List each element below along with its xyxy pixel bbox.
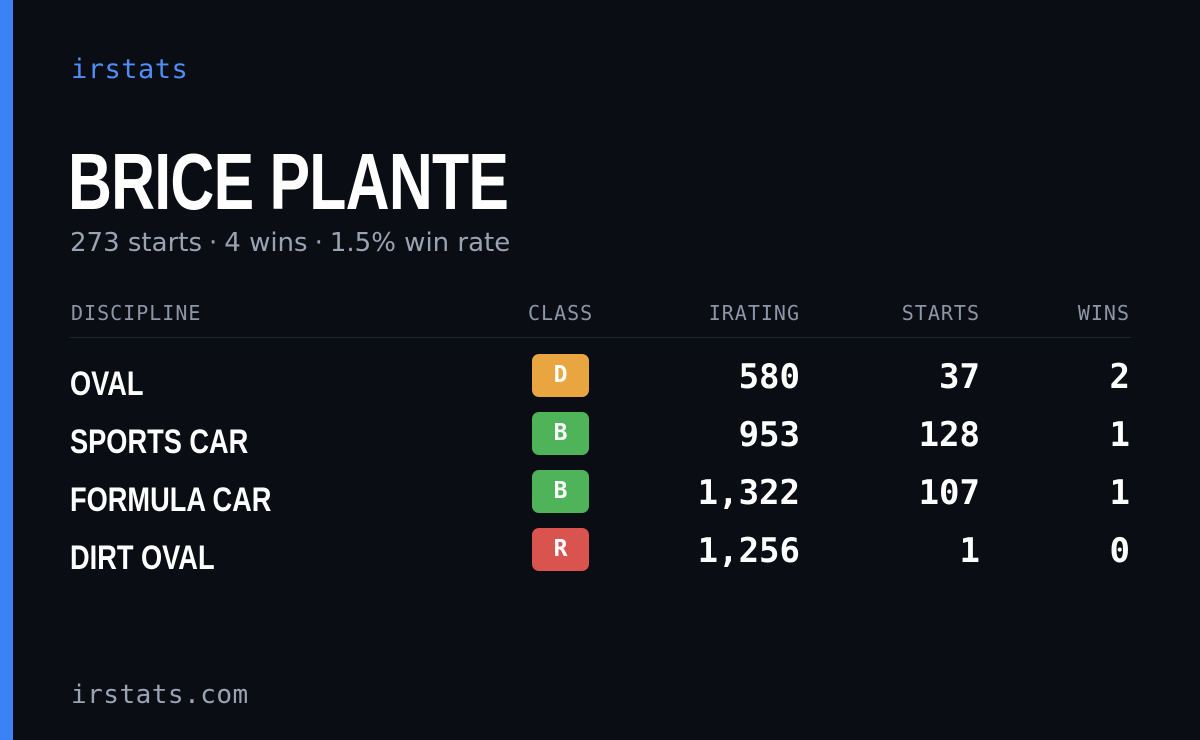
header-wins: WINS [1077, 301, 1130, 325]
table-row: SPORTS CAR B 953 128 1 [0, 412, 1200, 470]
irating-value: 1,322 [697, 473, 800, 513]
class-badge: B [532, 470, 589, 513]
irating-value: 1,256 [697, 531, 800, 571]
separator: · [209, 228, 218, 258]
discipline-label: OVAL [70, 365, 144, 403]
irating-value: 953 [738, 415, 800, 455]
wins-value: 0 [1109, 531, 1130, 571]
discipline-label: DIRT OVAL [70, 539, 215, 577]
header-discipline: DISCIPLINE [71, 301, 202, 325]
starts-value: 128 [918, 415, 980, 455]
wins-value: 1 [1109, 473, 1130, 513]
player-summary: 273 starts · 4 wins · 1.5% win rate [70, 228, 510, 258]
table-row: DIRT OVAL R 1,256 1 0 [0, 528, 1200, 586]
header-irating: IRATING [708, 301, 800, 325]
discipline-label: FORMULA CAR [70, 481, 272, 519]
table-row: FORMULA CAR B 1,322 107 1 [0, 470, 1200, 528]
class-badge: B [532, 412, 589, 455]
player-name: BRICE PLANTE [68, 137, 509, 226]
header-divider [70, 337, 1131, 338]
brand-logo[interactable]: irstats [71, 54, 189, 85]
wins-count: 4 wins [224, 228, 308, 258]
starts-count: 273 starts [70, 228, 202, 258]
class-badge: R [532, 528, 589, 571]
discipline-label: SPORTS CAR [70, 423, 249, 461]
table-row: OVAL D 580 37 2 [0, 354, 1200, 412]
class-badge: D [532, 354, 589, 397]
footer-site-link[interactable]: irstats.com [71, 680, 249, 710]
starts-value: 37 [939, 357, 980, 397]
header-starts: STARTS [901, 301, 980, 325]
starts-value: 107 [918, 473, 980, 513]
wins-value: 2 [1109, 357, 1130, 397]
header-class: CLASS [528, 301, 594, 325]
accent-bar [0, 0, 13, 740]
separator: · [314, 228, 323, 258]
irating-value: 580 [738, 357, 800, 397]
win-rate: 1.5% win rate [329, 228, 511, 258]
starts-value: 1 [959, 531, 980, 571]
wins-value: 1 [1109, 415, 1130, 455]
